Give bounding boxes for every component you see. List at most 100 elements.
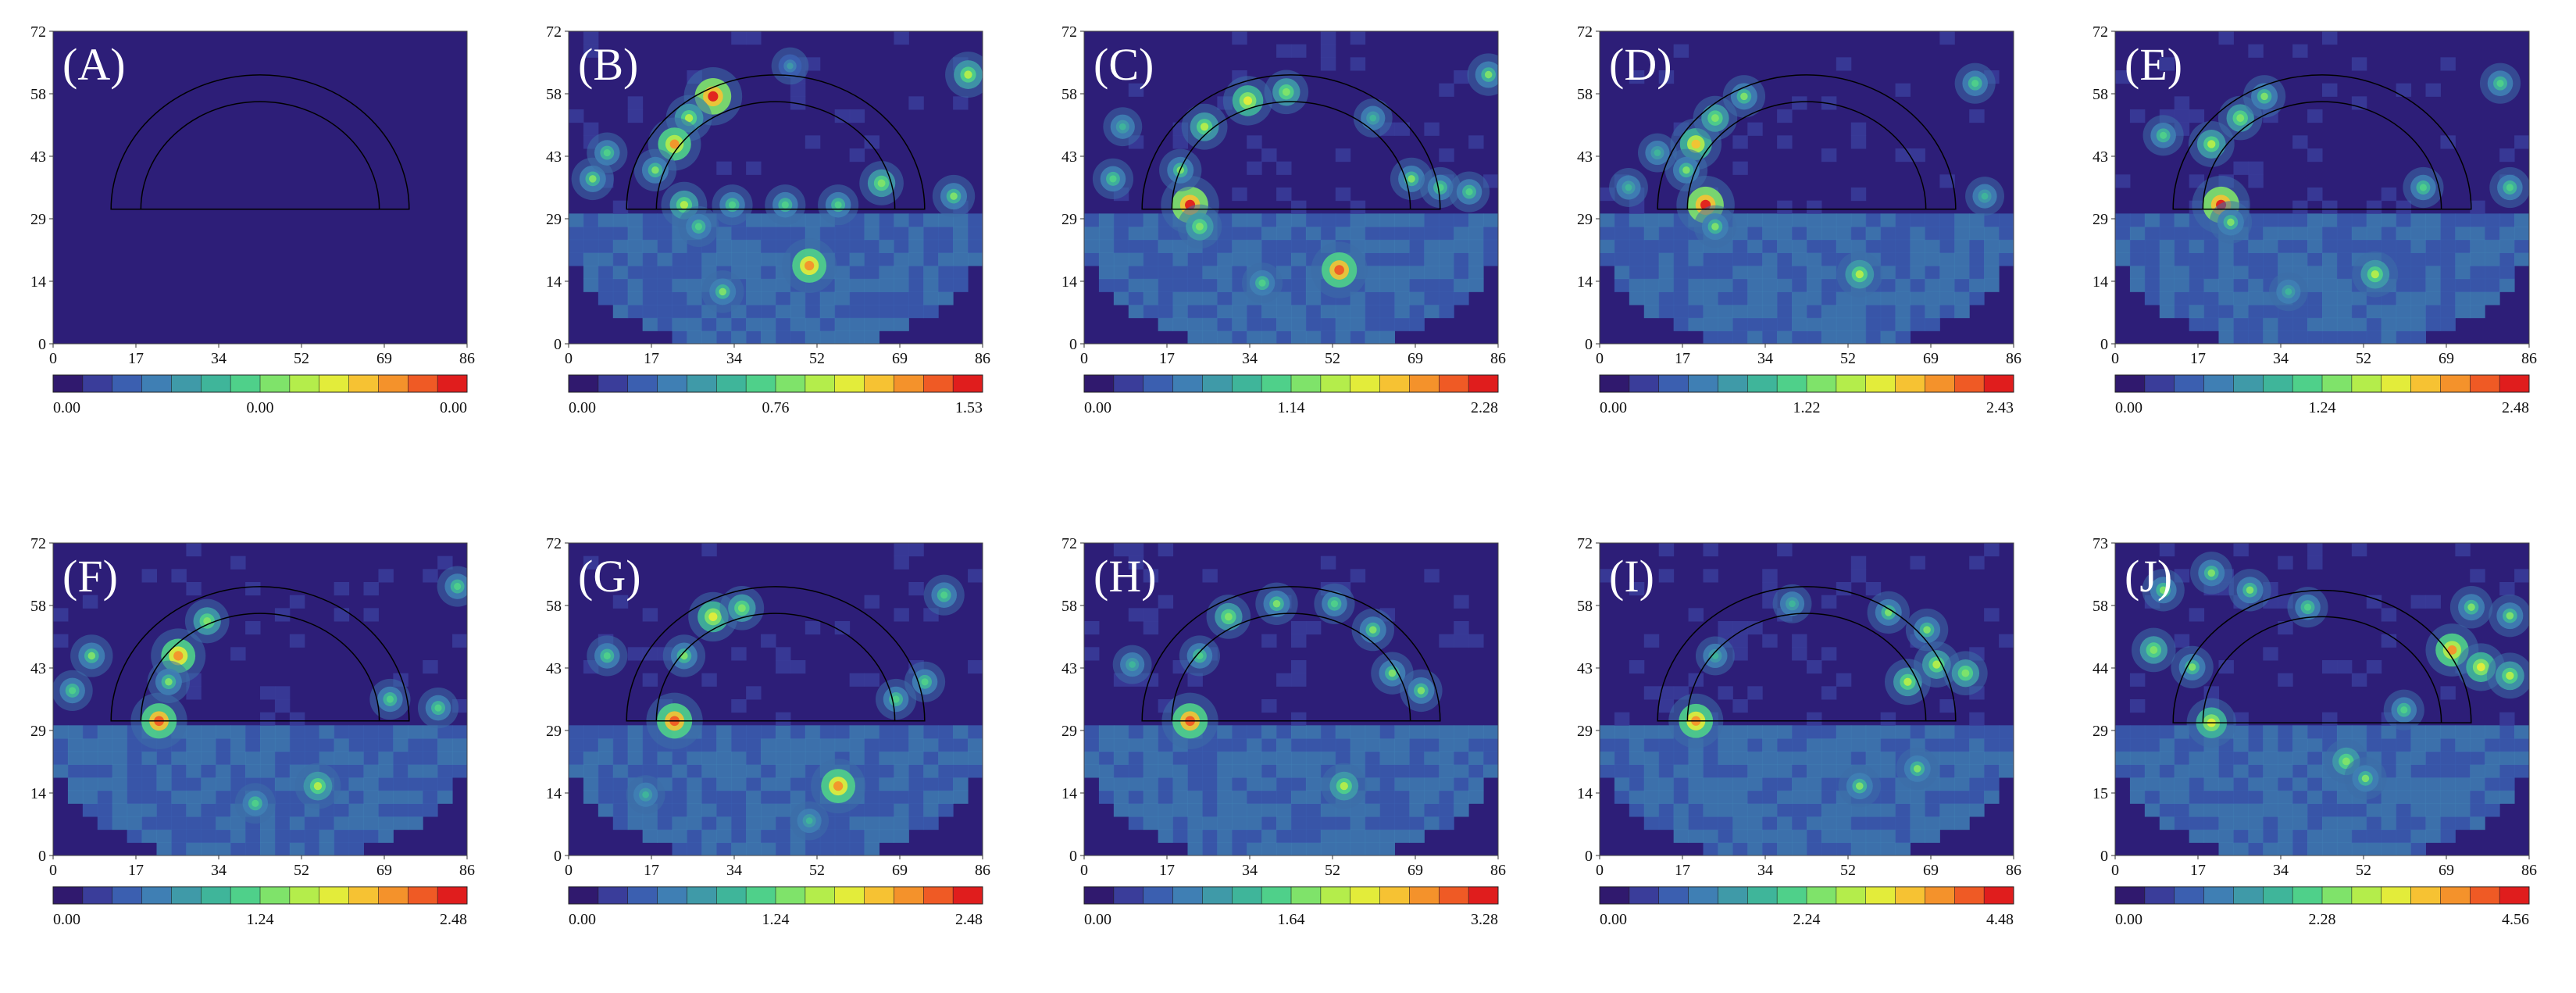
field-cell bbox=[216, 764, 231, 778]
field-cell bbox=[1807, 227, 1822, 241]
field-cell bbox=[2263, 330, 2278, 344]
field-cell bbox=[348, 816, 364, 830]
field-cell bbox=[1350, 317, 1366, 331]
field-cell bbox=[2174, 252, 2190, 266]
field-cell bbox=[1643, 634, 1660, 648]
hotspot bbox=[2352, 251, 2399, 298]
field-cell bbox=[2381, 188, 2397, 202]
hotspot bbox=[712, 184, 753, 226]
field-cell bbox=[1158, 252, 1174, 266]
inner-arch bbox=[655, 613, 896, 721]
field-cell bbox=[2233, 803, 2249, 817]
field-cell bbox=[1394, 816, 1410, 830]
field-cell bbox=[127, 764, 143, 778]
field-cell bbox=[2470, 816, 2485, 830]
x-tick-label: 86 bbox=[1490, 862, 1506, 879]
field-cell bbox=[598, 777, 614, 791]
field-cell bbox=[1673, 44, 1689, 58]
field-cell bbox=[1939, 790, 1955, 804]
field-cell bbox=[2499, 725, 2515, 739]
field-cell bbox=[879, 291, 894, 305]
field-cell bbox=[2203, 278, 2219, 292]
field-cell bbox=[1276, 725, 1292, 739]
field-cell bbox=[1880, 317, 1896, 331]
field-cell bbox=[2159, 305, 2175, 319]
field-cell bbox=[1658, 764, 1675, 778]
field-cell bbox=[746, 227, 762, 241]
field-cell bbox=[1172, 266, 1188, 280]
field-cell bbox=[393, 738, 409, 752]
field-cell bbox=[776, 305, 791, 319]
field-cell bbox=[1084, 227, 1100, 241]
colorbar-segment bbox=[1984, 887, 2014, 904]
field-cell bbox=[1643, 227, 1660, 241]
field-cell bbox=[1439, 148, 1454, 163]
field-cell bbox=[2381, 816, 2397, 830]
field-cell bbox=[761, 252, 776, 266]
field-cell bbox=[2263, 764, 2278, 778]
field-cell bbox=[923, 725, 939, 739]
field-cell bbox=[1836, 842, 1852, 855]
y-tick-label: 0 bbox=[1585, 336, 1593, 353]
field-cell bbox=[1643, 213, 1660, 227]
field-cell bbox=[953, 278, 969, 292]
field-cell bbox=[612, 595, 629, 609]
field-cell bbox=[1732, 330, 1748, 344]
field-cell bbox=[2366, 317, 2382, 331]
y-tick-label: 43 bbox=[546, 148, 562, 166]
colorbar-segment bbox=[1409, 887, 1440, 904]
colorbar-segment bbox=[1084, 887, 1115, 904]
field-cell bbox=[1217, 842, 1233, 855]
x-tick-label: 86 bbox=[975, 862, 990, 879]
field-cell bbox=[1658, 777, 1675, 791]
field-cell bbox=[289, 738, 305, 752]
field-cell bbox=[1291, 621, 1307, 635]
field-cell bbox=[953, 96, 969, 110]
field-cell bbox=[1969, 239, 1985, 253]
field-cell bbox=[2248, 227, 2264, 241]
field-cell bbox=[1614, 239, 1630, 253]
field-cell bbox=[2455, 764, 2471, 778]
field-cell bbox=[1217, 751, 1233, 765]
field-cell bbox=[334, 751, 350, 765]
field-cell bbox=[2233, 317, 2249, 331]
field-cell bbox=[2278, 816, 2293, 830]
field-cell bbox=[1807, 291, 1822, 305]
field-cell bbox=[819, 330, 836, 344]
field-cell bbox=[2129, 227, 2146, 241]
field-cell bbox=[1439, 725, 1454, 739]
field-cell bbox=[731, 842, 747, 855]
field-cell bbox=[746, 330, 762, 344]
plot-frame bbox=[1083, 30, 1499, 345]
field-cell bbox=[1792, 239, 1807, 253]
field-cell bbox=[1187, 266, 1203, 280]
x-tick-label: 0 bbox=[565, 350, 573, 367]
field-cell bbox=[1320, 555, 1336, 570]
field-cell bbox=[289, 634, 305, 648]
field-cell bbox=[2248, 764, 2264, 778]
colorbar-segment bbox=[1658, 375, 1689, 392]
field-cell bbox=[2470, 252, 2485, 266]
field-cell bbox=[1143, 751, 1159, 765]
field-cell bbox=[2174, 777, 2190, 791]
field-cell bbox=[1850, 122, 1867, 136]
field-cell bbox=[2248, 738, 2264, 752]
field-cell bbox=[2115, 213, 2131, 227]
field-cell bbox=[1939, 803, 1955, 817]
field-cell bbox=[2499, 790, 2515, 804]
field-cell bbox=[1747, 213, 1763, 227]
hotspot bbox=[771, 47, 809, 85]
field-cell bbox=[701, 790, 717, 804]
field-cell bbox=[894, 317, 909, 331]
field-cell bbox=[2410, 278, 2426, 292]
field-cell bbox=[1703, 278, 1718, 292]
field-cell bbox=[1614, 790, 1630, 804]
field-cell bbox=[583, 725, 599, 739]
field-cell bbox=[1880, 725, 1896, 739]
field-cell bbox=[776, 790, 791, 804]
field-cell bbox=[1409, 829, 1425, 843]
colorbar-segment bbox=[1925, 887, 1955, 904]
field-cell bbox=[1732, 634, 1748, 648]
hotspot bbox=[1836, 251, 1883, 298]
hotspot bbox=[1772, 584, 1812, 623]
